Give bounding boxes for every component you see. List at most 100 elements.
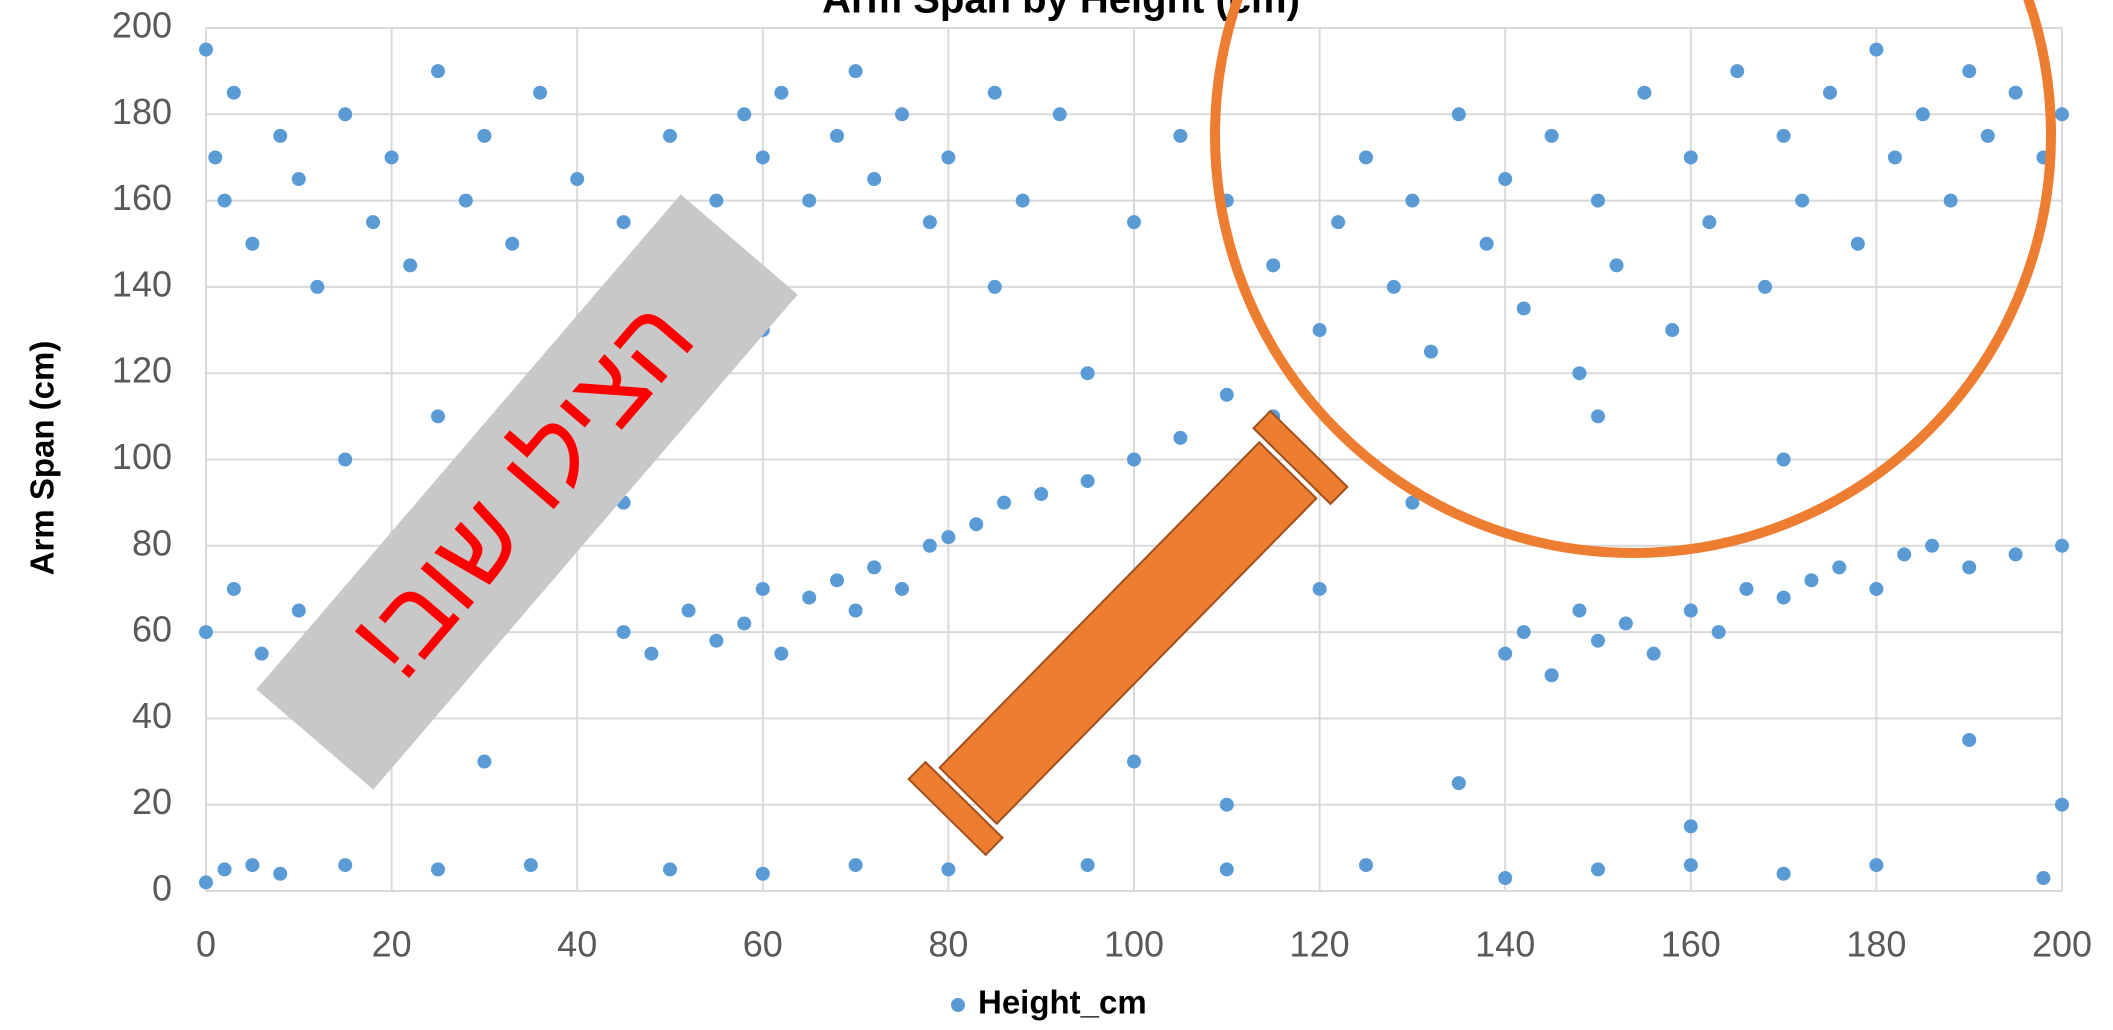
grid: 0 20 40 60 80 100 120 140 160 180 200 0 20 40 60 80 100 1… [112, 5, 2092, 965]
point [208, 150, 223, 165]
point [291, 172, 306, 187]
point [922, 215, 937, 230]
point [1776, 866, 1791, 881]
point [1683, 150, 1698, 165]
y-tick-label: 200 [112, 5, 172, 46]
point [1312, 581, 1327, 596]
point [1776, 128, 1791, 143]
point [1219, 862, 1234, 877]
legend: Height_cm [951, 984, 1147, 1021]
point [663, 128, 677, 143]
point [1962, 732, 1977, 747]
point [570, 172, 585, 187]
point [505, 236, 520, 251]
point [477, 754, 492, 769]
point [1451, 107, 1466, 122]
point [848, 603, 863, 618]
y-tick-label: 140 [112, 263, 172, 304]
y-tick-label: 60 [132, 609, 172, 650]
point [1776, 452, 1791, 467]
bar-cap [907, 760, 1004, 857]
point [431, 862, 445, 877]
point [1173, 430, 1188, 445]
point [199, 42, 213, 57]
point [1516, 301, 1531, 316]
point [1962, 64, 1977, 79]
point [1080, 474, 1095, 489]
point [1405, 193, 1420, 208]
point [310, 279, 325, 294]
point [895, 107, 909, 122]
point [338, 107, 353, 122]
point [1451, 776, 1466, 791]
point [1925, 538, 1940, 553]
point [987, 85, 1002, 100]
point [616, 625, 631, 640]
point [1498, 646, 1513, 661]
point [477, 128, 492, 143]
y-tick-label: 160 [112, 177, 172, 218]
bar-body [938, 440, 1318, 826]
point [1739, 581, 1754, 596]
y-tick-label: 120 [112, 350, 172, 391]
point [1423, 344, 1438, 359]
point [2008, 85, 2023, 100]
point [1498, 871, 1513, 886]
sticker-box [256, 194, 798, 790]
point [431, 409, 445, 424]
bar-icon [907, 409, 1349, 857]
point [644, 646, 659, 661]
point [1591, 633, 1605, 648]
point [403, 258, 418, 273]
x-tick-label: 60 [743, 924, 783, 965]
point [1498, 172, 1513, 187]
x-tick-label: 120 [1290, 924, 1350, 965]
bar-cap [1252, 409, 1349, 506]
point [830, 128, 845, 143]
point [1683, 603, 1698, 618]
point [226, 581, 241, 596]
y-tick-label: 80 [132, 522, 172, 563]
point [709, 633, 724, 648]
point [1609, 258, 1624, 273]
x-tick-label: 20 [372, 924, 412, 965]
point [199, 625, 213, 640]
point [1795, 193, 1810, 208]
point [848, 64, 863, 79]
x-tick-label: 200 [2032, 924, 2092, 965]
x-tick-label: 140 [1475, 924, 1535, 965]
point [616, 215, 631, 230]
point [969, 517, 984, 532]
point [802, 590, 817, 605]
point [830, 573, 845, 588]
annotation: הצילו שוב! [332, 279, 716, 700]
point [2036, 871, 2051, 886]
y-tick-label: 0 [152, 868, 172, 909]
point [774, 646, 789, 661]
point [1897, 547, 1912, 562]
point [2055, 538, 2069, 553]
point [1591, 193, 1605, 208]
point [1962, 560, 1977, 575]
point [1711, 625, 1726, 640]
point [338, 452, 353, 467]
point [2008, 547, 2023, 562]
y-tick-label: 20 [132, 781, 172, 822]
point [737, 616, 752, 631]
point [1702, 215, 1717, 230]
point [366, 215, 381, 230]
point [1637, 85, 1652, 100]
point [1823, 85, 1837, 100]
point [1665, 323, 1680, 338]
y-tick-label: 180 [112, 91, 172, 132]
point [1544, 128, 1559, 143]
x-tick-label: 0 [196, 924, 216, 965]
point [1127, 215, 1141, 230]
point [1015, 193, 1030, 208]
x-tick-label: 160 [1661, 924, 1721, 965]
point [848, 858, 863, 873]
y-tick-label: 40 [132, 695, 172, 736]
point [217, 193, 232, 208]
point [1516, 625, 1531, 640]
point [1052, 107, 1067, 122]
